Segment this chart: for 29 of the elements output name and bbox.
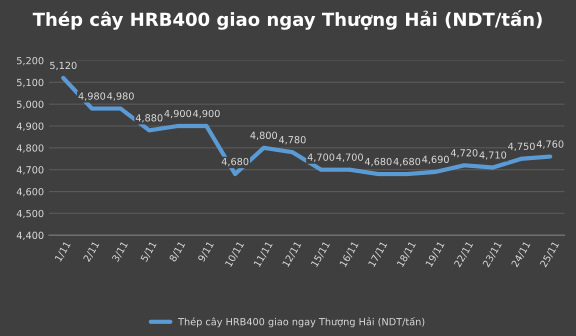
data-label: 4,750 xyxy=(508,142,535,151)
data-label: 4,800 xyxy=(250,132,278,140)
chart-title: Thép cây HRB400 giao ngay Thượng Hải (NDT/tấn) xyxy=(32,10,542,30)
data-label: 4,720 xyxy=(450,149,478,158)
data-label: 4,900 xyxy=(164,110,192,118)
y-tick-label: 4,600 xyxy=(16,188,44,196)
y-tick-label: 5,000 xyxy=(17,100,44,109)
data-label: 4,980 xyxy=(78,92,106,101)
data-label: 4,980 xyxy=(107,92,134,101)
data-label: 4,680 xyxy=(394,158,420,166)
data-label: 4,680 xyxy=(364,158,392,166)
data-label: 4,690 xyxy=(422,156,449,164)
y-tick-label: 4,900 xyxy=(16,122,44,131)
y-tick-label: 4,700 xyxy=(16,166,44,175)
data-label: 4,760 xyxy=(536,140,564,149)
data-label: 4,700 xyxy=(336,154,363,162)
y-tick-label: 4,500 xyxy=(16,210,44,218)
y-tick-label: 5,100 xyxy=(17,78,44,88)
y-tick-label: 4,800 xyxy=(16,144,44,153)
data-label: 4,880 xyxy=(136,114,162,123)
data-label: 4,680 xyxy=(222,158,248,166)
y-tick-label: 5,200 xyxy=(17,56,44,66)
data-label: 4,700 xyxy=(308,154,334,162)
data-label: 4,780 xyxy=(278,136,306,144)
data-label: 4,710 xyxy=(479,151,506,160)
y-tick-label: 4,400 xyxy=(16,232,44,240)
legend-label: Thép cây HRB400 giao ngay Thượng Hải (NDT/tấn) xyxy=(178,317,424,328)
data-label: 5,120 xyxy=(50,62,77,70)
data-label: 4,900 xyxy=(193,110,220,118)
